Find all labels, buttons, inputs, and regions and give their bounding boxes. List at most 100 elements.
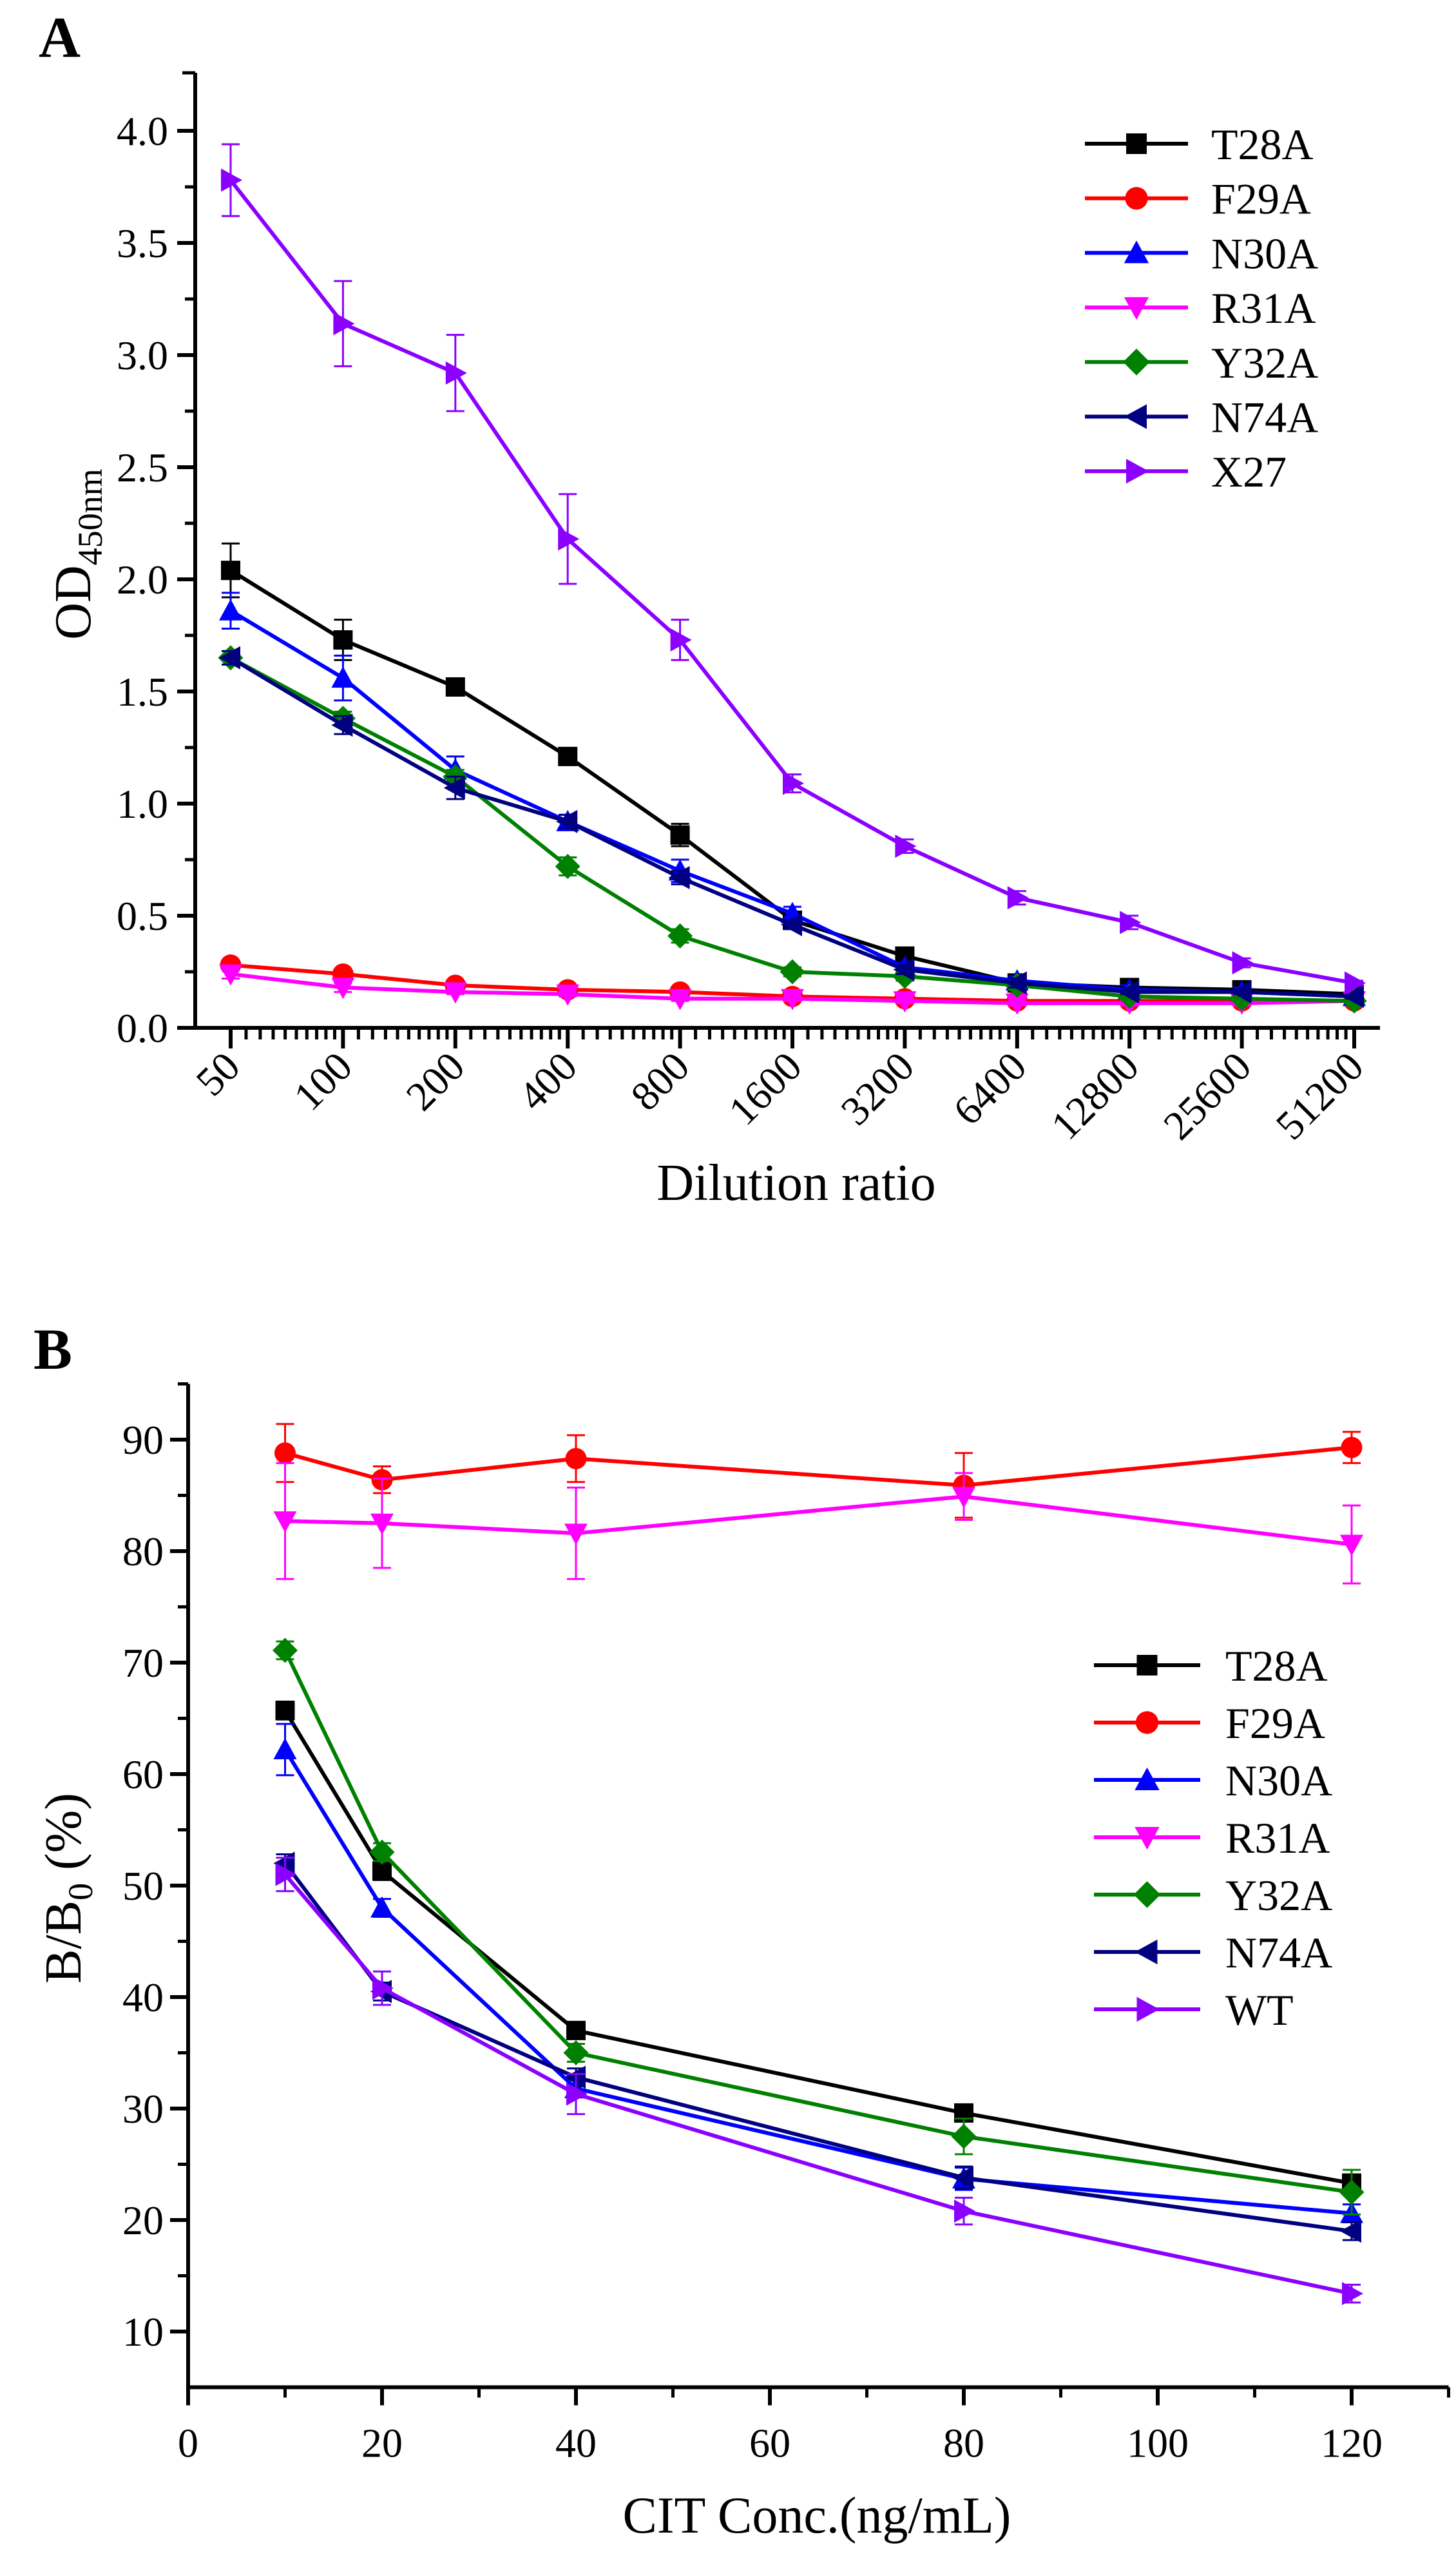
y-tick-label: 90 (122, 1417, 164, 1463)
panel-label: A (39, 6, 81, 70)
data-point-triangle-right (558, 527, 580, 551)
data-point-triangle-left (668, 865, 690, 889)
legend-label: T28A (1211, 120, 1314, 169)
data-point-diamond (273, 1637, 298, 1663)
legend-label: T28A (1225, 1641, 1328, 1690)
data-point-diamond (780, 959, 805, 985)
legend-label: Y32A (1211, 338, 1318, 387)
x-axis-title: Dilution ratio (656, 1155, 935, 1212)
legend-item: N30A (1085, 229, 1318, 278)
legend-label: N30A (1211, 229, 1318, 278)
data-point-triangle-down (668, 989, 692, 1010)
series-line (283, 1748, 1352, 2216)
legend-marker-circle (1135, 1711, 1159, 1734)
data-point-diamond (951, 2123, 977, 2149)
x-tick-label: 6400 (944, 1043, 1035, 1134)
data-point-triangle-down (331, 978, 355, 999)
data-point-triangle-left (1118, 980, 1140, 1004)
y-tick-label: 20 (122, 2197, 164, 2243)
series-r31a (273, 1462, 1363, 1585)
legend-item: WT (1094, 1985, 1294, 2034)
x-tick-label: 51200 (1267, 1043, 1372, 1148)
legend-item: N74A (1085, 393, 1318, 442)
x-tick-label: 100 (1127, 2420, 1189, 2466)
legend-label: R31A (1211, 284, 1316, 333)
data-point-triangle-down (1005, 993, 1029, 1015)
legend-item: F29A (1094, 1699, 1325, 1748)
legend-marker-triangle-down (1135, 1827, 1160, 1850)
data-point-triangle-right (895, 835, 917, 858)
y-tick-label: 3.5 (117, 220, 168, 266)
data-point-triangle-right (221, 168, 242, 192)
data-point-triangle-right (670, 628, 692, 652)
x-tick-label: 3200 (832, 1043, 923, 1134)
legend-item: N30A (1094, 1756, 1332, 1805)
y-axis-title-main: OD (45, 565, 102, 640)
legend-marker-triangle-left (1135, 1939, 1158, 1965)
data-point-triangle-right (1232, 951, 1254, 975)
x-tick-label: 100 (285, 1043, 361, 1119)
legend: T28A F29A N30A R31A Y32A N74A WT (1094, 1641, 1332, 2034)
data-point-triangle-right (783, 771, 804, 795)
legend-label: WT (1225, 1985, 1294, 2034)
data-point-triangle-left (1005, 971, 1027, 995)
data-point-square (445, 677, 465, 697)
data-point-triangle-right (333, 312, 355, 336)
legend-item: T28A (1085, 120, 1314, 169)
data-point-triangle-down (443, 982, 467, 1004)
data-point-triangle-down (219, 964, 242, 986)
data-point-triangle-up (370, 1896, 394, 1918)
data-point-square (558, 746, 578, 766)
data-point-square (670, 825, 690, 845)
series-x27 (221, 143, 1366, 995)
data-point-triangle-down (952, 1487, 975, 1509)
data-point-diamond (1339, 2179, 1365, 2205)
data-point-triangle-down (273, 1511, 297, 1533)
x-tick-label: 60 (749, 2420, 790, 2466)
legend-marker-triangle-left (1124, 404, 1147, 429)
x-tick-label: 25600 (1154, 1043, 1260, 1148)
x-tick-label: 120 (1321, 2420, 1383, 2466)
data-point-triangle-right (1007, 886, 1029, 910)
data-point-triangle-right (566, 2082, 588, 2106)
data-point-diamond (563, 2040, 589, 2065)
data-point-square (566, 2020, 586, 2040)
data-point-circle (274, 1442, 296, 1464)
x-tick-label: 12800 (1042, 1043, 1147, 1148)
x-axis-title: CIT Conc.(ng/mL) (623, 2487, 1011, 2544)
series-line (229, 656, 1355, 1003)
legend-label: F29A (1211, 175, 1311, 224)
panel-a-chart: A 0.0 0.5 1.0 1.5 2.0 2.5 3.0 3.5 4.0 OD450nm 50 100… (39, 6, 1380, 1212)
data-point-triangle-right (954, 2199, 975, 2223)
y-axis-title-main: B/B (35, 1900, 92, 1984)
data-point-square (372, 1861, 392, 1881)
y-tick-label: 40 (122, 1975, 164, 2020)
series-n74a (219, 646, 1364, 1009)
legend-label: N30A (1225, 1756, 1332, 1805)
series-t28a (275, 1701, 1361, 2194)
series-y32a (218, 645, 1367, 1014)
y-tick-label: 4.0 (117, 108, 168, 154)
series-line (229, 656, 1355, 999)
legend-marker-circle (1125, 187, 1148, 210)
data-point-circle (1341, 1436, 1363, 1458)
x-tick-label: 200 (398, 1043, 474, 1119)
data-point-triangle-left (556, 809, 578, 833)
legend-marker-diamond (1133, 1881, 1161, 1908)
x-tick-label: 1600 (720, 1043, 810, 1134)
data-point-triangle-down (370, 1513, 394, 1535)
x-tick-label: 400 (510, 1043, 586, 1119)
y-tick-label: 60 (122, 1752, 164, 1797)
data-point-triangle-right (372, 1976, 394, 2000)
data-point-diamond (555, 853, 580, 879)
data-point-triangle-left (443, 776, 465, 800)
data-point-triangle-down (1340, 1534, 1363, 1556)
series-n30a (273, 1723, 1363, 2223)
data-point-diamond (369, 1839, 395, 1865)
legend-item: Y32A (1085, 338, 1318, 387)
y-tick-label: 80 (122, 1529, 164, 1574)
data-point-triangle-down (781, 989, 804, 1010)
data-point-square (333, 630, 353, 650)
data-point-triangle-left (781, 913, 802, 936)
